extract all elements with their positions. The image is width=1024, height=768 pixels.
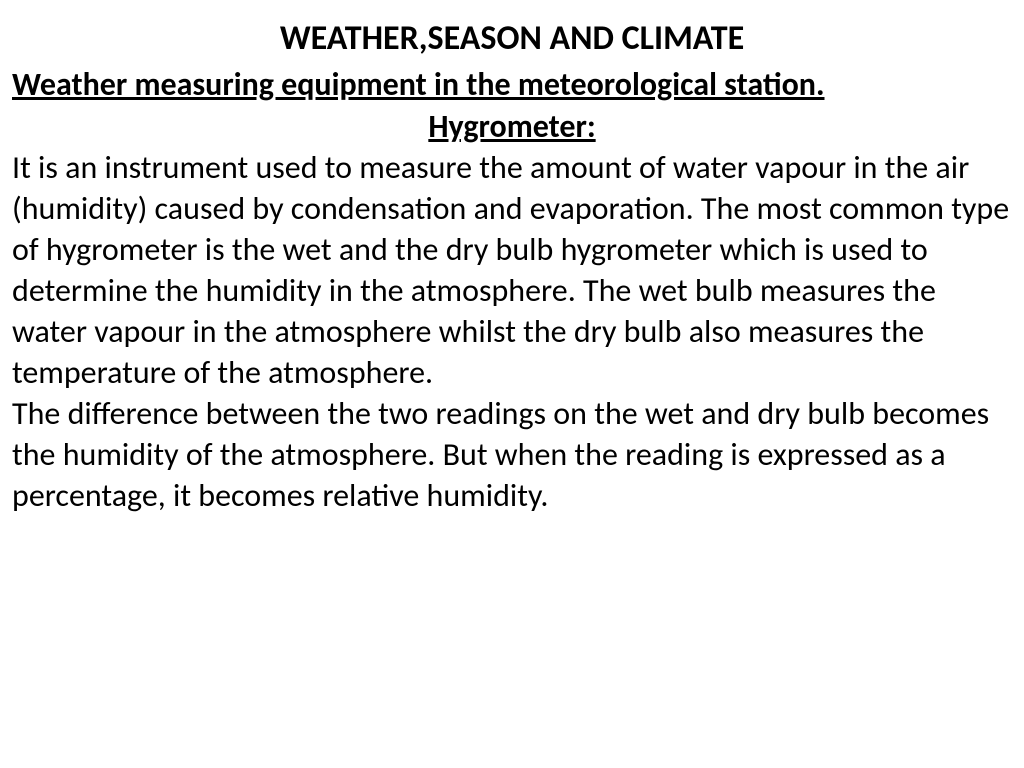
subtitle: Weather measuring equipment in the meteo… [12, 65, 1012, 105]
paragraph-2: The difference between the two readings … [12, 394, 1012, 517]
paragraph-1: It is an instrument used to measure the … [12, 148, 1012, 394]
page-title: WEATHER,SEASON AND CLIMATE [12, 18, 1012, 59]
section-heading: Hygrometer: [12, 107, 1012, 146]
